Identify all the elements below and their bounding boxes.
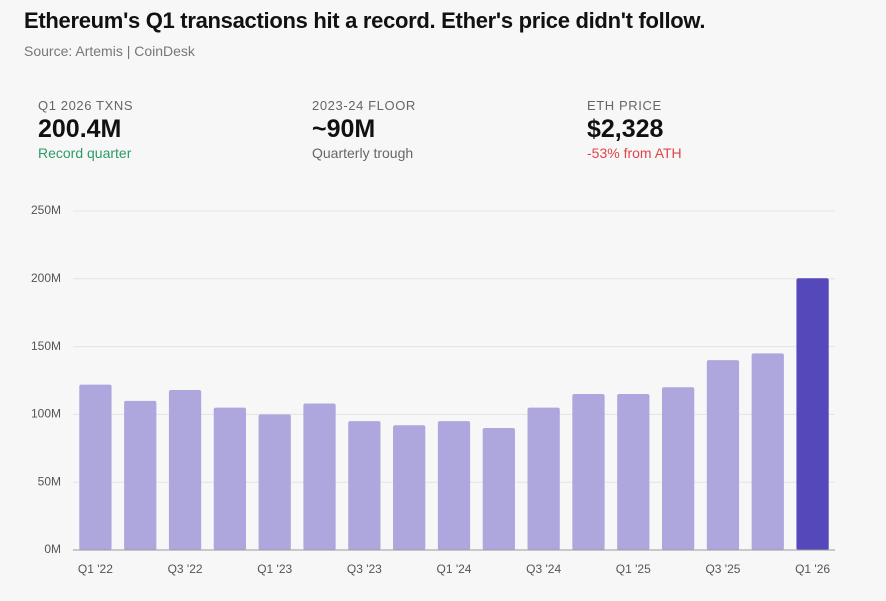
stat: ETH PRICE $2,328 -53% from ATH xyxy=(587,98,682,161)
x-tick-label: Q3 '25 xyxy=(705,562,740,576)
bar xyxy=(527,407,560,550)
bar xyxy=(706,360,740,550)
stat-value: 200.4M xyxy=(38,115,122,143)
stat-label: Q1 2026 TXNS xyxy=(38,98,134,113)
y-tick-label: 0M xyxy=(44,542,61,556)
y-tick-label: 200M xyxy=(31,271,61,285)
bar xyxy=(796,278,829,550)
x-tick-label: Q1 '26 xyxy=(795,562,830,576)
bar xyxy=(482,427,515,550)
bar xyxy=(79,384,112,550)
x-tick-label: Q1 '24 xyxy=(437,562,472,576)
x-tick-label: Q3 '24 xyxy=(526,562,561,576)
x-tick-label: Q3 '23 xyxy=(347,562,382,576)
y-tick-label: 50M xyxy=(38,474,61,488)
bar xyxy=(348,421,381,550)
stat: 2023-24 FLOOR ~90M Quarterly trough xyxy=(312,98,416,161)
y-tick-label: 150M xyxy=(31,339,61,353)
bar xyxy=(617,394,650,550)
stat-note: Record quarter xyxy=(38,145,132,161)
source: Source: Artemis | CoinDesk xyxy=(24,43,195,59)
stat-label: ETH PRICE xyxy=(587,98,662,113)
y-tick-label: 100M xyxy=(31,407,61,421)
bar xyxy=(572,394,605,550)
stat-note: -53% from ATH xyxy=(587,145,682,161)
stat-label: 2023-24 FLOOR xyxy=(312,98,416,113)
stat-note: Quarterly trough xyxy=(312,145,414,161)
bar xyxy=(393,425,426,550)
x-tick-label: Q1 '22 xyxy=(78,562,113,576)
stat-value: ~90M xyxy=(312,115,376,143)
title: Ethereum's Q1 transactions hit a record.… xyxy=(24,8,706,33)
bar xyxy=(213,407,247,550)
bar xyxy=(437,421,471,550)
bar xyxy=(303,403,336,550)
x-tick-label: Q3 '22 xyxy=(168,562,203,576)
y-tick-label: 250M xyxy=(31,203,61,217)
bar xyxy=(258,414,291,550)
stat-value: $2,328 xyxy=(587,115,664,143)
bar xyxy=(751,353,784,550)
bar xyxy=(124,400,157,550)
x-tick-label: Q1 '25 xyxy=(616,562,651,576)
bar xyxy=(168,389,202,550)
bar xyxy=(661,387,695,550)
stat: Q1 2026 TXNS 200.4M Record quarter xyxy=(38,98,133,161)
x-tick-label: Q1 '23 xyxy=(257,562,292,576)
